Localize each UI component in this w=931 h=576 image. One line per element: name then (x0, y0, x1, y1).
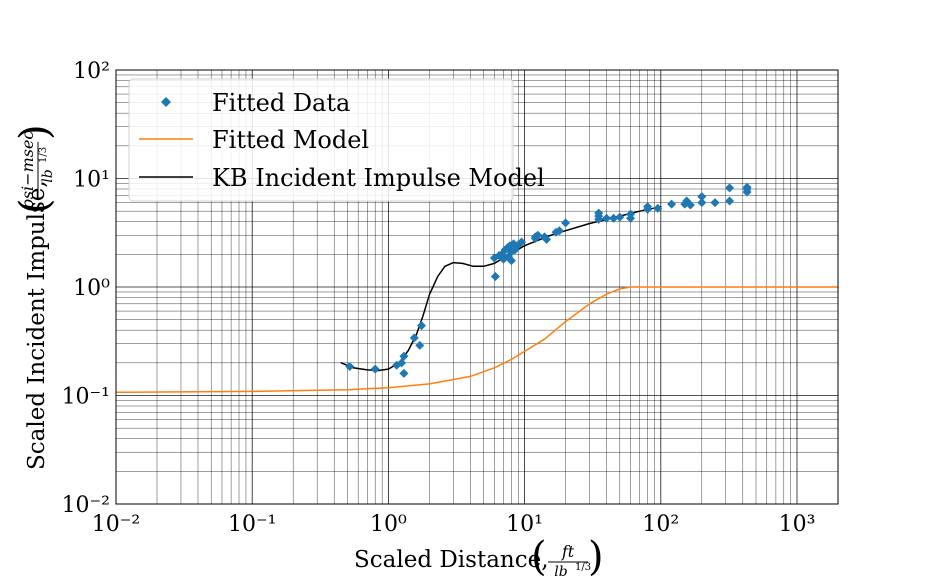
y-tick-label: 10⁻² (62, 493, 110, 518)
x-axis-unit-denominator: lb (554, 564, 567, 576)
legend-box (128, 78, 514, 202)
data-point (725, 196, 735, 206)
legend: Fitted Data Fitted Model KB Incident Imp… (128, 78, 545, 202)
tick-labels: 10⁻² 10⁻¹ 10⁰ 10¹ 10² 10³ 10⁻² 10⁻¹ 10⁰ 10¹ 10² (62, 59, 816, 537)
x-tick-label: 10⁰ (370, 512, 407, 537)
series-line-1 (115, 286, 839, 394)
x-axis-label-close-paren: ) (588, 534, 604, 576)
data-point (602, 213, 612, 223)
plot-series (115, 182, 839, 394)
x-tick-label: 10¹ (506, 512, 543, 537)
data-point (643, 202, 653, 212)
data-point (399, 368, 409, 378)
data-point (742, 182, 752, 192)
series-line-2 (340, 205, 662, 372)
data-point (685, 200, 695, 210)
data-point (725, 183, 735, 193)
legend-label-kb-model: KB Incident Impulse Model (212, 164, 545, 192)
data-point (399, 351, 409, 361)
data-point (710, 198, 720, 208)
x-tick-label: 10⁻² (92, 512, 140, 537)
x-axis-label: Scaled Distance, ( ft lb 1/3 ) (354, 534, 604, 576)
data-point (554, 226, 564, 236)
y-tick-label: 10² (73, 59, 110, 84)
y-axis-label-close-paren: ) (12, 124, 58, 140)
x-axis-unit-exponent: 1/3 (575, 562, 591, 573)
y-axis-unit-numerator: psi−msec (18, 131, 37, 210)
legend-marker-fitted-data (161, 97, 171, 107)
y-axis-label: Scaled Incident Impulse, ( psi−msec lb 1… (12, 124, 58, 470)
data-point (697, 192, 707, 202)
data-point (490, 271, 500, 281)
data-point (626, 209, 636, 219)
data-point (517, 237, 527, 247)
x-tick-label: 10³ (779, 512, 816, 537)
data-point (417, 321, 427, 331)
data-point (609, 213, 619, 223)
x-axis-label-text: Scaled Distance, (354, 547, 549, 573)
data-point (409, 333, 419, 343)
y-axis-unit-denominator: lb (40, 169, 56, 182)
x-axis-label-open-paren: ( (531, 534, 547, 576)
data-point (653, 203, 663, 213)
data-point (561, 218, 571, 228)
data-point (506, 256, 516, 266)
data-point (542, 234, 552, 244)
legend-label-fitted-data: Fitted Data (212, 89, 350, 117)
y-tick-label: 10¹ (73, 168, 110, 193)
y-axis-label-text: Scaled Incident Impulse, (24, 180, 50, 470)
data-point (594, 208, 604, 218)
x-tick-label: 10² (642, 512, 679, 537)
plot-frame (115, 69, 839, 505)
x-tick-label: 10⁻¹ (228, 512, 276, 537)
data-point (667, 199, 677, 209)
y-axis-unit-exponent: 1/3 (38, 147, 49, 163)
x-axis-unit-numerator: ft (561, 542, 575, 561)
data-point (615, 212, 625, 222)
data-point (345, 362, 355, 372)
y-axis-label-open-paren: ( (12, 198, 58, 214)
data-point (415, 340, 425, 350)
legend-label-fitted-model: Fitted Model (212, 126, 369, 154)
y-tick-label: 10⁻¹ (62, 385, 110, 410)
data-point (370, 364, 380, 374)
data-point (533, 230, 543, 240)
y-tick-label: 10⁰ (73, 276, 110, 301)
data-point (697, 198, 707, 208)
